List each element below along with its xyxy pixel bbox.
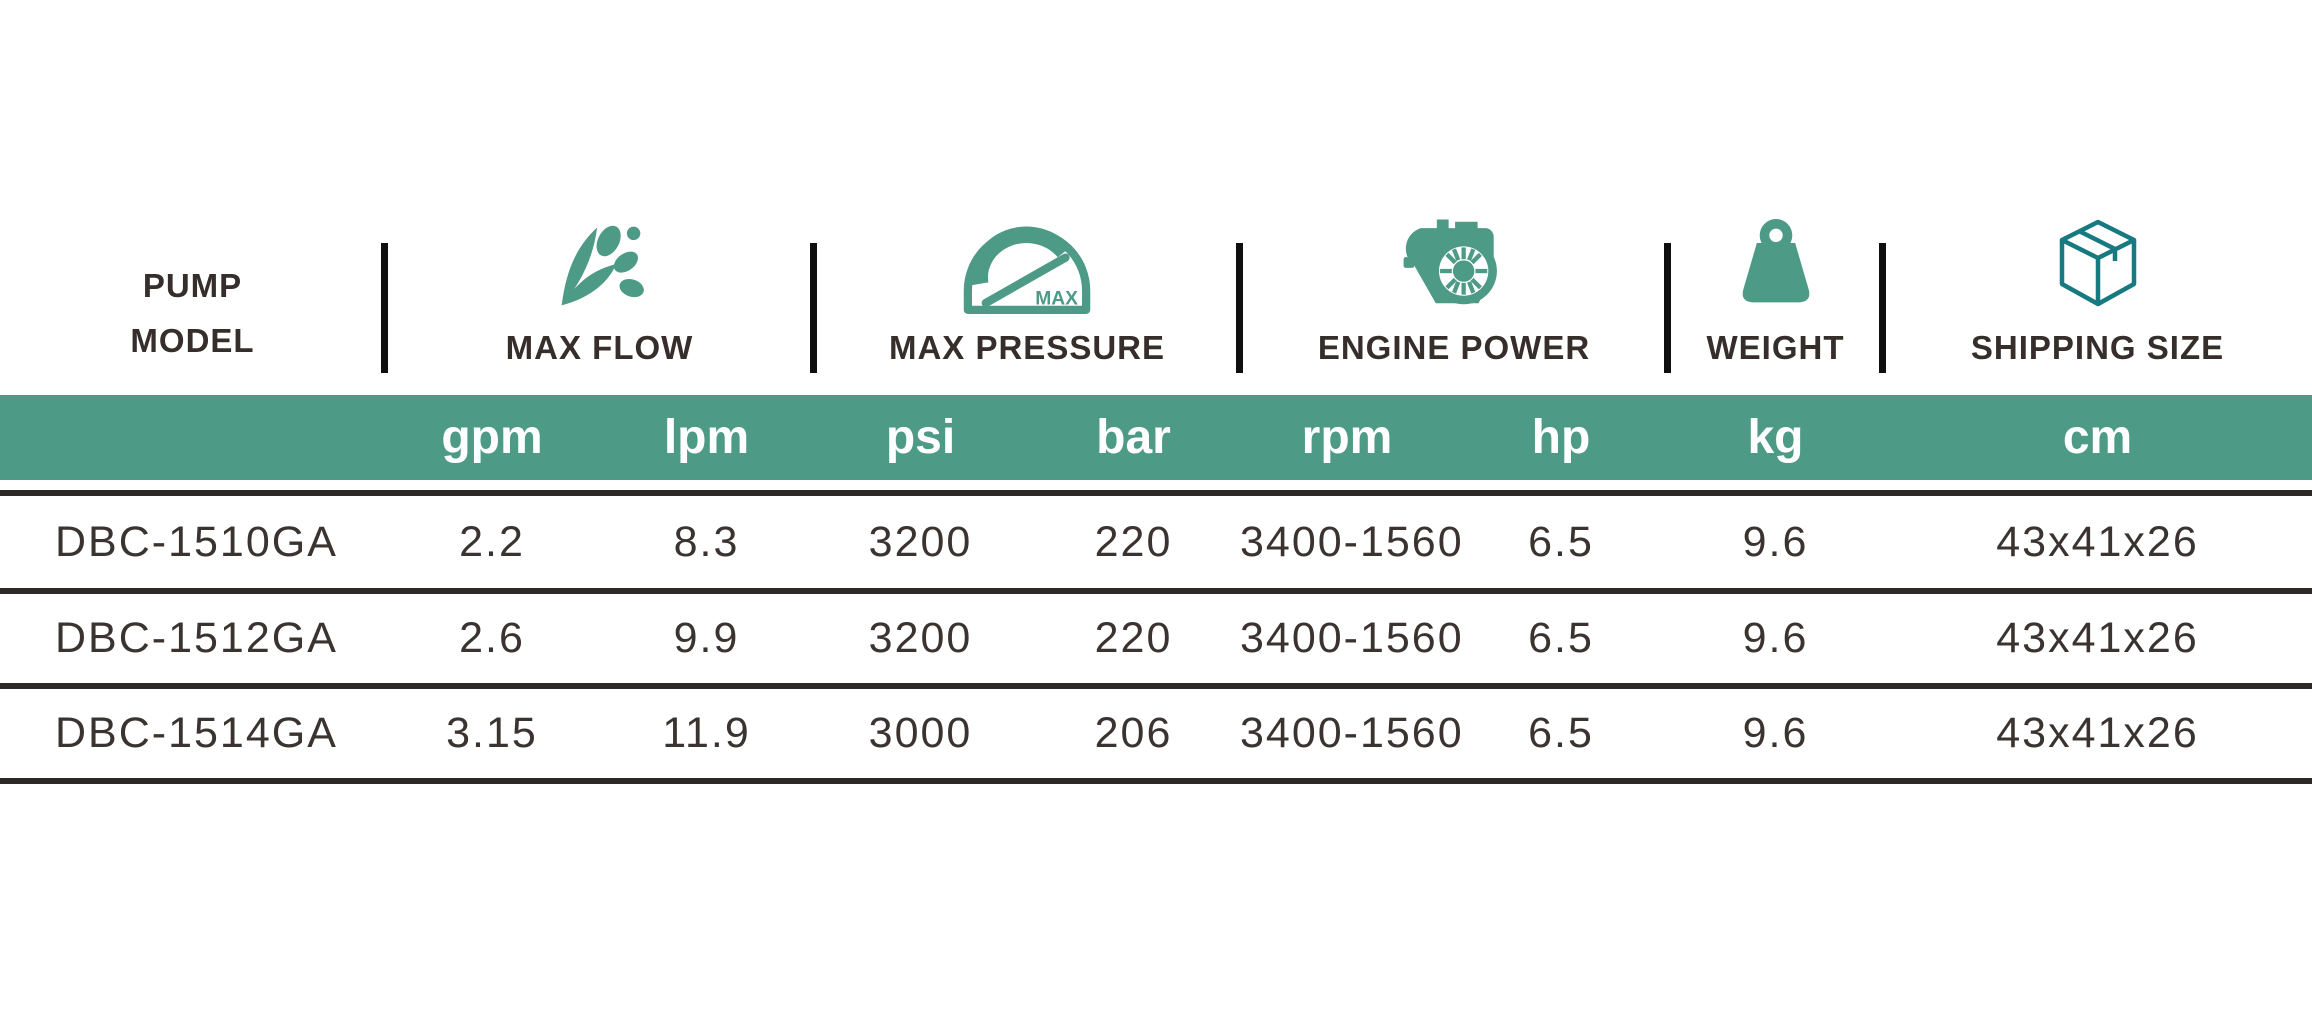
- cell-cm: 43x41x26: [1996, 517, 2199, 566]
- weight-label: WEIGHT: [1706, 329, 1845, 366]
- cell-bar: 206: [1094, 708, 1173, 757]
- header-divider: [810, 243, 817, 373]
- header-divider: [1664, 243, 1671, 373]
- cell-model: DBC-1514GA: [55, 708, 338, 757]
- cell-rpm: 3400-1560: [1240, 517, 1464, 566]
- cell-psi: 3200: [868, 613, 973, 662]
- table-row: DBC-1510GA 2.2 8.3 3200 220 3400-1560 6.…: [0, 496, 2312, 588]
- cell-gpm: 2.6: [459, 613, 525, 662]
- row-divider: [0, 588, 2312, 594]
- header-pump-model: PUMP MODEL: [0, 148, 385, 376]
- header-divider: [1879, 243, 1886, 373]
- unit-hp: hp: [1531, 411, 1591, 464]
- cell-lpm: 9.9: [673, 613, 740, 662]
- cell-kg: 9.6: [1742, 517, 1809, 566]
- cell-hp: 6.5: [1528, 613, 1594, 662]
- cell-psi: 3200: [868, 517, 973, 566]
- cell-lpm: 8.3: [673, 517, 740, 566]
- unit-lpm: lpm: [663, 411, 750, 464]
- header-max-pressure: MAX MAX PRESSURE: [814, 148, 1240, 376]
- cell-psi: 3000: [868, 708, 973, 757]
- unit-psi: psi: [885, 411, 956, 464]
- pump-model-label-line2: MODEL: [130, 322, 255, 359]
- pump-model-label: PUMP MODEL: [130, 258, 254, 368]
- engine-power-label: ENGINE POWER: [1317, 329, 1591, 366]
- unit-kg: kg: [1747, 411, 1804, 464]
- cell-model: DBC-1510GA: [55, 517, 338, 566]
- cell-hp: 6.5: [1528, 708, 1594, 757]
- row-divider: [0, 778, 2312, 784]
- engine-icon: [1395, 212, 1513, 314]
- table-header: PUMP MODEL MAX FLOW: [0, 148, 2312, 376]
- shipping-size-label: SHIPPING SIZE: [1970, 329, 2225, 366]
- cell-kg: 9.6: [1742, 708, 1809, 757]
- cell-gpm: 2.2: [459, 517, 525, 566]
- shipping-box-icon: [2046, 214, 2150, 314]
- cell-rpm: 3400-1560: [1240, 613, 1464, 662]
- water-splash-icon: [552, 216, 648, 314]
- table-row: DBC-1512GA 2.6 9.9 3200 220 3400-1560 6.…: [0, 592, 2312, 684]
- cell-kg: 9.6: [1742, 613, 1809, 662]
- pump-model-label-line1: PUMP: [142, 267, 243, 304]
- header-max-flow: MAX FLOW: [385, 148, 814, 376]
- header-engine-power: ENGINE POWER: [1240, 148, 1668, 376]
- weight-icon: [1730, 218, 1822, 314]
- header-shipping-size: SHIPPING SIZE: [1883, 148, 2312, 376]
- row-divider: [0, 683, 2312, 689]
- cell-hp: 6.5: [1528, 517, 1594, 566]
- row-divider: [0, 490, 2312, 496]
- cell-model: DBC-1512GA: [55, 613, 338, 662]
- unit-gpm: gpm: [441, 411, 543, 464]
- cell-cm: 43x41x26: [1996, 708, 2199, 757]
- gauge-max-text: MAX: [1035, 288, 1078, 309]
- pressure-gauge-icon: MAX: [958, 226, 1096, 314]
- cell-bar: 220: [1094, 517, 1173, 566]
- max-flow-label: MAX FLOW: [505, 329, 694, 366]
- units-row-spacer: [0, 395, 385, 480]
- cell-lpm: 11.9: [662, 708, 751, 757]
- header-divider: [381, 243, 388, 373]
- cell-rpm: 3400-1560: [1240, 708, 1464, 757]
- unit-cm: cm: [2062, 411, 2133, 464]
- header-divider: [1236, 243, 1243, 373]
- unit-rpm: rpm: [1301, 411, 1393, 464]
- table-row: DBC-1514GA 3.15 11.9 3000 206 3400-1560 …: [0, 687, 2312, 779]
- cell-bar: 220: [1094, 613, 1173, 662]
- cell-cm: 43x41x26: [1996, 613, 2199, 662]
- units-row: gpm lpm psi bar rpm hp kg cm: [0, 395, 2312, 480]
- unit-bar: bar: [1096, 411, 1171, 464]
- max-pressure-label: MAX PRESSURE: [888, 329, 1166, 366]
- cell-gpm: 3.15: [446, 708, 538, 757]
- header-weight: WEIGHT: [1668, 148, 1883, 376]
